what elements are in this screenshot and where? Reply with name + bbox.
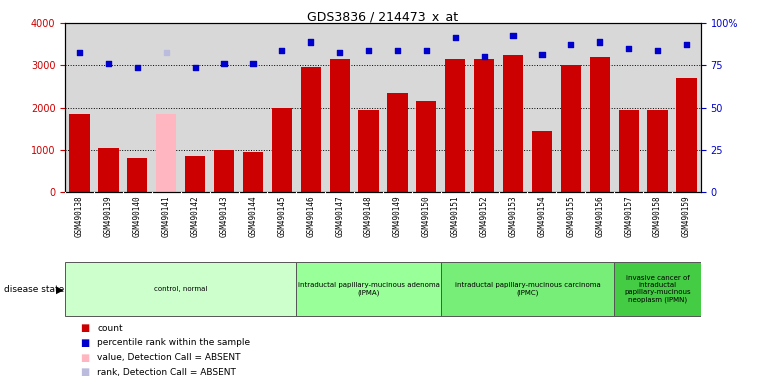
Point bbox=[333, 50, 345, 56]
Text: GSM490142: GSM490142 bbox=[191, 195, 200, 237]
Bar bbox=[474, 59, 494, 192]
Bar bbox=[532, 131, 552, 192]
Point bbox=[449, 35, 461, 41]
Bar bbox=[561, 65, 581, 192]
Text: GSM490143: GSM490143 bbox=[220, 195, 228, 237]
Text: GSM490149: GSM490149 bbox=[393, 195, 402, 237]
Point bbox=[247, 60, 259, 66]
Text: GSM490156: GSM490156 bbox=[595, 195, 604, 237]
Point bbox=[103, 60, 115, 66]
Text: intraductal papillary-mucinous adenoma
(IPMA): intraductal papillary-mucinous adenoma (… bbox=[298, 282, 440, 296]
Text: GSM490139: GSM490139 bbox=[104, 195, 113, 237]
Point bbox=[131, 64, 143, 71]
Text: GSM490146: GSM490146 bbox=[306, 195, 316, 237]
Bar bbox=[127, 158, 148, 192]
FancyBboxPatch shape bbox=[65, 262, 296, 316]
Point bbox=[160, 50, 172, 56]
Point bbox=[218, 60, 231, 66]
Point bbox=[362, 47, 375, 53]
Text: ▶: ▶ bbox=[56, 285, 64, 295]
Text: ■: ■ bbox=[80, 338, 90, 348]
Text: GSM490141: GSM490141 bbox=[162, 195, 171, 237]
Bar bbox=[618, 110, 639, 192]
Point bbox=[421, 47, 433, 53]
Point bbox=[189, 64, 201, 71]
Text: ■: ■ bbox=[80, 367, 90, 377]
Bar bbox=[358, 110, 378, 192]
Text: intraductal papillary-mucinous carcinoma
(IPMC): intraductal papillary-mucinous carcinoma… bbox=[454, 282, 601, 296]
Text: GSM490140: GSM490140 bbox=[133, 195, 142, 237]
Text: rank, Detection Call = ABSENT: rank, Detection Call = ABSENT bbox=[97, 367, 236, 377]
Text: disease state: disease state bbox=[4, 285, 64, 295]
Point bbox=[305, 39, 317, 45]
Text: GSM490151: GSM490151 bbox=[450, 195, 460, 237]
Bar bbox=[676, 78, 696, 192]
Bar bbox=[300, 68, 321, 192]
Bar bbox=[329, 59, 350, 192]
Point bbox=[680, 41, 692, 47]
Text: GSM490157: GSM490157 bbox=[624, 195, 633, 237]
Text: invasive cancer of
intraductal
papillary-mucinous
neoplasm (IPMN): invasive cancer of intraductal papillary… bbox=[624, 275, 691, 303]
FancyBboxPatch shape bbox=[614, 262, 701, 316]
FancyBboxPatch shape bbox=[296, 262, 440, 316]
Text: ■: ■ bbox=[80, 353, 90, 362]
Bar bbox=[445, 59, 466, 192]
FancyBboxPatch shape bbox=[440, 262, 614, 316]
Point bbox=[507, 33, 519, 39]
Bar bbox=[388, 93, 408, 192]
Text: GSM490152: GSM490152 bbox=[480, 195, 489, 237]
Text: GSM490153: GSM490153 bbox=[509, 195, 518, 237]
Text: GSM490147: GSM490147 bbox=[336, 195, 344, 237]
Text: GSM490155: GSM490155 bbox=[566, 195, 575, 237]
Point bbox=[535, 52, 548, 58]
Bar bbox=[185, 156, 205, 192]
Text: GSM490159: GSM490159 bbox=[682, 195, 691, 237]
Point bbox=[594, 39, 606, 45]
Text: control, normal: control, normal bbox=[154, 286, 208, 292]
Point bbox=[623, 45, 635, 51]
Text: GDS3836 / 214473_x_at: GDS3836 / 214473_x_at bbox=[307, 10, 459, 23]
Point bbox=[276, 47, 288, 53]
Point bbox=[391, 47, 404, 53]
Text: count: count bbox=[97, 324, 123, 333]
Point bbox=[565, 41, 577, 47]
Text: percentile rank within the sample: percentile rank within the sample bbox=[97, 338, 250, 348]
Bar bbox=[98, 148, 119, 192]
Bar bbox=[214, 150, 234, 192]
Text: GSM490148: GSM490148 bbox=[364, 195, 373, 237]
Text: value, Detection Call = ABSENT: value, Detection Call = ABSENT bbox=[97, 353, 241, 362]
Bar bbox=[647, 110, 668, 192]
Bar bbox=[70, 114, 90, 192]
Text: ■: ■ bbox=[80, 323, 90, 333]
Bar bbox=[272, 108, 292, 192]
Point bbox=[478, 54, 490, 60]
Text: GSM490138: GSM490138 bbox=[75, 195, 84, 237]
Point bbox=[651, 47, 663, 53]
Point bbox=[74, 50, 86, 56]
Text: GSM490144: GSM490144 bbox=[248, 195, 257, 237]
Bar bbox=[156, 114, 176, 192]
Text: GSM490154: GSM490154 bbox=[538, 195, 546, 237]
Bar bbox=[243, 152, 263, 192]
Bar bbox=[416, 101, 437, 192]
Text: GSM490145: GSM490145 bbox=[277, 195, 286, 237]
Bar bbox=[503, 55, 523, 192]
Text: GSM490150: GSM490150 bbox=[422, 195, 430, 237]
Text: GSM490158: GSM490158 bbox=[653, 195, 662, 237]
Bar bbox=[590, 57, 610, 192]
